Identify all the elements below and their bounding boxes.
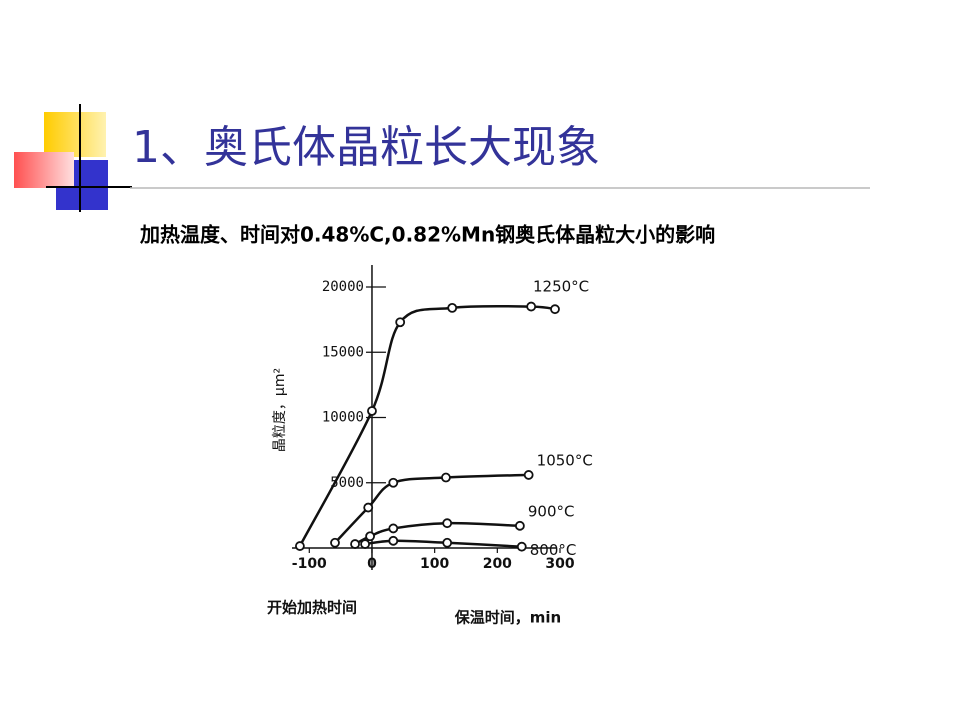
- x-tick-label: 0: [367, 556, 377, 572]
- y-tick-label: 20000: [322, 279, 364, 295]
- data-point: [350, 539, 360, 549]
- data-point: [447, 302, 458, 313]
- deco-red: [14, 152, 74, 188]
- x-tick-label: -100: [292, 556, 327, 572]
- data-point: [367, 406, 377, 416]
- y-tick-label: 5000: [330, 475, 364, 491]
- y-tick-label: 10000: [322, 410, 364, 426]
- chart: 5000 10000 15000 20000 -100 0 100 200 300 晶粒度，μm²…: [267, 265, 593, 627]
- x-axis-label: 保温时间，min: [454, 609, 561, 627]
- data-point: [365, 531, 375, 542]
- series-label: 1250°C: [533, 278, 589, 296]
- data-point: [442, 518, 453, 529]
- data-point: [388, 523, 399, 534]
- y-tick-label: 15000: [322, 344, 364, 360]
- data-point: [360, 539, 370, 549]
- data-point: [388, 477, 399, 488]
- deco-yellow: [44, 112, 106, 157]
- x-tick-label: 100: [420, 556, 449, 572]
- slide-title: 1、奥氏体晶粒长大现象: [132, 122, 600, 173]
- series-line: [298, 304, 556, 547]
- data-point: [514, 520, 525, 531]
- series-label: 900°C: [528, 502, 575, 520]
- data-point: [295, 541, 305, 551]
- data-point: [330, 537, 340, 548]
- data-point: [388, 535, 399, 546]
- data-point: [363, 502, 374, 513]
- data-point: [526, 301, 537, 312]
- series-label: 1050°C: [537, 451, 593, 469]
- series-label: 800°C: [530, 541, 577, 559]
- data-point: [442, 537, 453, 548]
- x-tick-label: 200: [483, 556, 512, 572]
- slide-subtitle: 加热温度、时间对0.48%C,0.82%Mn钢奥氏体晶粒大小的影响: [139, 223, 715, 247]
- data-point: [523, 470, 534, 480]
- data-point: [395, 317, 406, 328]
- data-point: [516, 541, 527, 552]
- annotation: 开始加热时间: [267, 599, 357, 617]
- series-line: [364, 539, 522, 548]
- y-axis-label: 晶粒度，μm²: [272, 368, 288, 452]
- data-point: [441, 472, 451, 483]
- data-point: [550, 304, 560, 315]
- x-tick-label: 300: [545, 556, 574, 572]
